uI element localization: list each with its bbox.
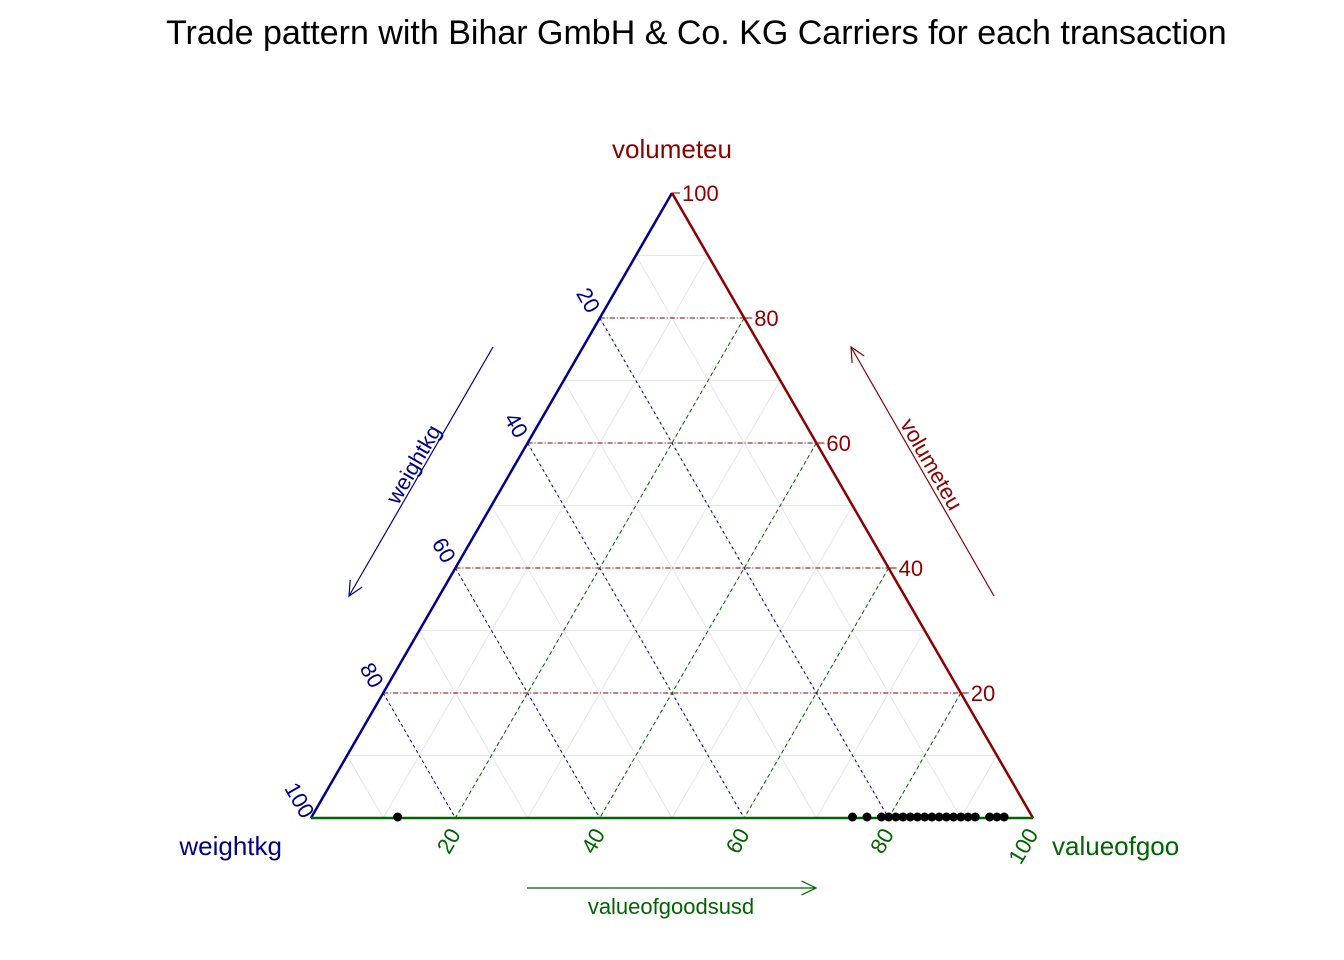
tick-label-weightkg: 80: [355, 658, 389, 692]
tick-label-volumeteu: 20: [971, 681, 995, 706]
tick-label-weightkg: 20: [571, 283, 605, 317]
data-point: [992, 812, 1002, 822]
data-point: [876, 812, 886, 822]
fine-grid-line: [671, 505, 853, 819]
fine-grid-line: [635, 255, 962, 819]
arrow-valueofgoodsusd-head: [801, 880, 818, 896]
tick-label-volumeteu: 40: [899, 556, 923, 581]
data-point: [905, 812, 915, 822]
major-grid: [382, 317, 962, 819]
right-axis-title-clip: valueofgoodsusd: [1052, 831, 1249, 861]
right-axis-title: valueofgoodsusd: [1052, 831, 1249, 861]
major-grid-line-valueofgoodsusd: [599, 442, 817, 819]
tick-label-volumeteu: 100: [682, 181, 719, 206]
left-axis-title: weightkg: [178, 831, 282, 861]
data-point: [848, 812, 857, 822]
data-point: [985, 812, 995, 822]
arrow-label-volumeteu: volumeteu: [895, 414, 967, 514]
data-point: [949, 812, 959, 822]
tick-label-weightkg: 60: [427, 533, 461, 567]
tick-label-valueofgoodsusd: 40: [576, 824, 610, 858]
tick-label-valueofgoodsusd: 80: [865, 824, 899, 858]
fine-grid-line: [382, 255, 709, 819]
arrow-volumeteu: [850, 346, 995, 597]
data-point: [956, 812, 966, 822]
major-grid-line-weightkg: [454, 567, 601, 819]
major-grid-line-weightkg: [382, 692, 456, 819]
data-point: [934, 812, 944, 822]
fine-grid-line: [418, 630, 529, 819]
tick-label-volumeteu: 60: [826, 431, 850, 456]
data-point: [393, 812, 403, 822]
arrow-volumeteu-head: [850, 345, 865, 364]
data-point: [912, 812, 922, 822]
tick-label-valueofgoodsusd: 100: [1003, 824, 1043, 868]
tick-label-volumeteu: 80: [754, 306, 778, 331]
top-axis-title: volumeteu: [612, 134, 732, 164]
arrow-label-weightkg: weightkg: [380, 420, 446, 509]
fine-grid-line: [815, 630, 926, 819]
data-point: [891, 812, 901, 822]
data-point: [884, 812, 894, 822]
fine-grid-line: [491, 505, 673, 819]
chart-title: Trade pattern with Bihar GmbH & Co. KG C…: [166, 14, 1227, 52]
fine-grid-line: [527, 380, 781, 819]
fine-grid-line: [346, 755, 384, 819]
major-grid-line-valueofgoodsusd: [888, 692, 962, 819]
tick-label-valueofgoodsusd: 20: [432, 824, 466, 858]
data-point: [927, 812, 937, 822]
data-point: [970, 812, 980, 822]
left-axis-line: [309, 192, 674, 819]
data-point: [862, 812, 872, 822]
tick-label-weightkg: 40: [499, 408, 533, 442]
major-grid-line-weightkg: [599, 317, 890, 819]
arrow-weightkg-head: [348, 579, 363, 598]
major-grid-line-weightkg: [527, 442, 745, 819]
fine-grid-line: [960, 755, 998, 819]
data-point: [999, 812, 1009, 822]
data-point: [963, 812, 973, 822]
data-point: [920, 812, 930, 822]
data-point: [898, 812, 908, 822]
arrow-label-valueofgoodsusd: valueofgoodsusd: [588, 894, 754, 919]
tick-label-valueofgoodsusd: 60: [721, 824, 755, 858]
right-axis-line: [670, 192, 1035, 819]
data-points: [393, 812, 1009, 822]
major-grid-line-valueofgoodsusd: [743, 567, 890, 819]
fine-grid-line: [563, 380, 817, 819]
arrow-weightkg: [348, 346, 494, 597]
data-point: [941, 812, 951, 822]
left-axis-title-clip: weightkg: [178, 831, 282, 861]
